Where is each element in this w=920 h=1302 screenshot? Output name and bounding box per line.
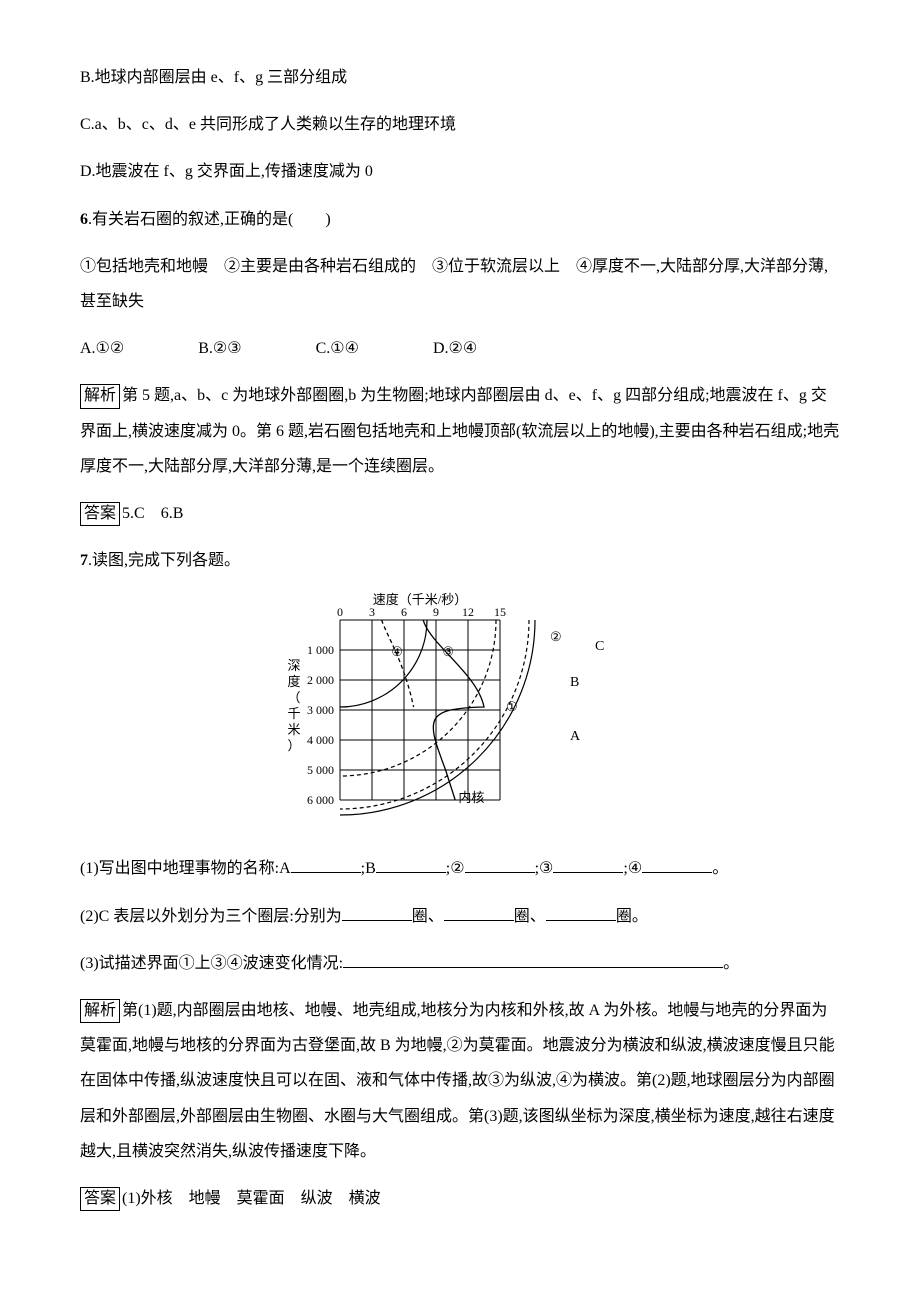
- svg-text:3 000: 3 000: [307, 703, 334, 717]
- blank: [642, 856, 712, 873]
- analysis-56: 解析第 5 题,a、b、c 为地球外部圈圈,b 为生物圈;地球内部圈层由 d、e…: [80, 378, 840, 484]
- analysis-label: 解析: [80, 999, 120, 1023]
- q7-sub1-e: ;④: [623, 860, 642, 877]
- svg-text:9: 9: [433, 605, 439, 619]
- q7-sub2-c: 圈、: [514, 908, 546, 925]
- answer-label: 答案: [80, 1187, 120, 1211]
- q6-stem-text: .有关岩石圈的叙述,正确的是( ): [88, 211, 331, 228]
- svg-text:①: ①: [506, 699, 518, 714]
- q7-sub3-b: 。: [723, 955, 739, 972]
- svg-text:C: C: [595, 639, 604, 654]
- svg-text:1 000: 1 000: [307, 643, 334, 657]
- blank: [553, 856, 623, 873]
- svg-text:5 000: 5 000: [307, 763, 334, 777]
- q6-list: ①包括地壳和地幔 ②主要是由各种岩石组成的 ③位于软流层以上 ④厚度不一,大陆部…: [80, 249, 840, 319]
- q7-sub1: (1)写出图中地理事物的名称:A ;B ;② ;③ ;④ 。: [80, 851, 840, 886]
- svg-text:②: ②: [550, 629, 562, 644]
- answer-7-text: (1)外核 地幔 莫霍面 纵波 横波: [122, 1190, 381, 1207]
- svg-text:3: 3: [369, 605, 375, 619]
- q7-stem-text: .读图,完成下列各题。: [88, 552, 240, 569]
- blank: [343, 951, 723, 968]
- svg-text:6 000: 6 000: [307, 793, 334, 807]
- svg-text:深: 深: [287, 658, 300, 673]
- q7-sub1-d: ;③: [535, 860, 554, 877]
- svg-text:度: 度: [287, 674, 300, 689]
- q7-sub3-a: (3)试描述界面①上③④波速变化情况:: [80, 955, 343, 972]
- q7-number: 7: [80, 552, 88, 569]
- q7-sub2: (2)C 表层以外划分为三个圈层:分别为 圈、 圈、 圈。: [80, 899, 840, 934]
- svg-text:）: ）: [287, 738, 300, 753]
- svg-text:6: 6: [401, 605, 407, 619]
- q7-sub1-c: ;②: [446, 860, 465, 877]
- q7-sub2-b: 圈、: [412, 908, 444, 925]
- q7-figure: 速度（千米/秒） 0 3 6 9 12 15 1 000 2 000 3 000 4 000 5 00…: [80, 590, 840, 833]
- answer-label: 答案: [80, 502, 120, 526]
- blank: [546, 904, 616, 921]
- blank: [376, 856, 446, 873]
- svg-text:速度（千米/秒）: 速度（千米/秒）: [373, 592, 468, 607]
- svg-text:4 000: 4 000: [307, 733, 334, 747]
- seismic-chart: 速度（千米/秒） 0 3 6 9 12 15 1 000 2 000 3 000 4 000 5 00…: [280, 590, 640, 820]
- q7-sub1-b: ;B: [361, 860, 376, 877]
- svg-text:12: 12: [462, 605, 474, 619]
- svg-text:A: A: [570, 729, 581, 744]
- answer-56: 答案5.C 6.B: [80, 496, 840, 531]
- blank: [465, 856, 535, 873]
- q5-option-c: C.a、b、c、d、e 共同形成了人类赖以生存的地理环境: [80, 107, 840, 142]
- q7-sub2-d: 圈。: [616, 908, 648, 925]
- blank: [291, 856, 361, 873]
- answer-56-text: 5.C 6.B: [122, 505, 183, 522]
- svg-text:米: 米: [287, 722, 300, 737]
- q5-option-d: D.地震波在 f、g 交界面上,传播速度减为 0: [80, 154, 840, 189]
- answer-7: 答案(1)外核 地幔 莫霍面 纵波 横波: [80, 1181, 840, 1216]
- analysis-7: 解析第(1)题,内部圈层由地核、地幔、地壳组成,地核分为内核和外核,故 A 为外…: [80, 993, 840, 1169]
- q7-sub1-a: (1)写出图中地理事物的名称:A: [80, 860, 291, 877]
- blank: [444, 904, 514, 921]
- q7-sub1-f: 。: [712, 860, 728, 877]
- svg-text:B: B: [570, 675, 579, 690]
- q6-option-a: A.①②: [80, 331, 124, 366]
- q6-option-b: B.②③: [198, 331, 241, 366]
- q6-stem: 6.有关岩石圈的叙述,正确的是( ): [80, 202, 840, 237]
- q5-option-b: B.地球内部圈层由 e、f、g 三部分组成: [80, 60, 840, 95]
- blank: [342, 904, 412, 921]
- svg-text:内核: 内核: [458, 790, 484, 805]
- svg-text:2 000: 2 000: [307, 673, 334, 687]
- svg-text:0: 0: [337, 605, 343, 619]
- analysis-56-text: 第 5 题,a、b、c 为地球外部圈圈,b 为生物圈;地球内部圈层由 d、e、f…: [80, 387, 839, 474]
- q6-number: 6: [80, 211, 88, 228]
- svg-text:（: （: [287, 690, 300, 705]
- q7-sub3: (3)试描述界面①上③④波速变化情况: 。: [80, 946, 840, 981]
- analysis-7-text: 第(1)题,内部圈层由地核、地幔、地壳组成,地核分为内核和外核,故 A 为外核。…: [80, 1002, 835, 1160]
- q6-options: A.①② B.②③ C.①④ D.②④: [80, 331, 840, 366]
- svg-text:③: ③: [442, 644, 454, 659]
- svg-text:④: ④: [391, 644, 403, 659]
- q7-sub2-a: (2)C 表层以外划分为三个圈层:分别为: [80, 908, 342, 925]
- q7-stem: 7.读图,完成下列各题。: [80, 543, 840, 578]
- q6-option-d: D.②④: [433, 331, 477, 366]
- q6-option-c: C.①④: [316, 331, 359, 366]
- svg-text:15: 15: [494, 605, 506, 619]
- svg-text:千: 千: [287, 706, 300, 721]
- analysis-label: 解析: [80, 384, 120, 408]
